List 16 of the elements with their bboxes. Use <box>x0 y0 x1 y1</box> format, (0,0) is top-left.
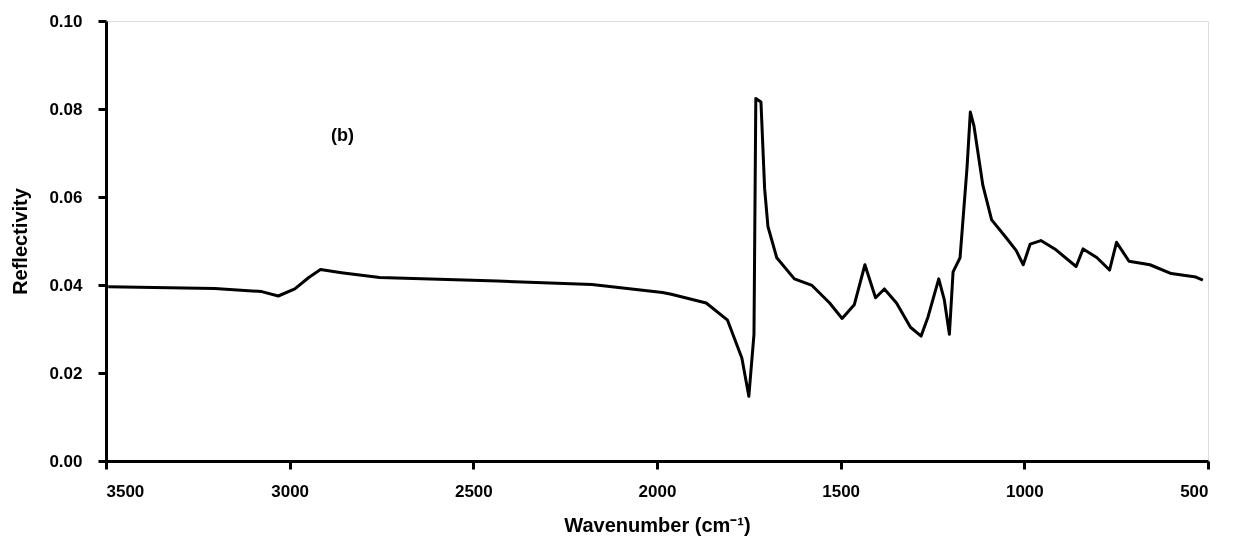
x-axis-title: Wavenumber (cm⁻¹) <box>564 513 751 536</box>
x-tick-label: 3000 <box>271 481 310 501</box>
x-tick-label: 2000 <box>638 481 677 501</box>
x-tick-label: 3500 <box>106 481 145 501</box>
y-tick-label: 0.06 <box>49 187 83 207</box>
annotation: (b) <box>331 125 354 145</box>
y-axis-title: Reflectivity <box>9 187 32 295</box>
x-tick-label: 2500 <box>454 481 493 501</box>
x-tick-label: 500 <box>1180 481 1209 501</box>
y-tick-label: 0.08 <box>49 99 83 119</box>
x-tick-label: 1000 <box>1005 481 1044 501</box>
y-tick-label: 0.02 <box>49 363 83 383</box>
y-tick-label: 0.00 <box>49 451 83 471</box>
y-tick-label: 0.10 <box>49 11 83 31</box>
y-tick-label: 0.04 <box>49 275 84 295</box>
x-tick-label: 1500 <box>822 481 861 501</box>
